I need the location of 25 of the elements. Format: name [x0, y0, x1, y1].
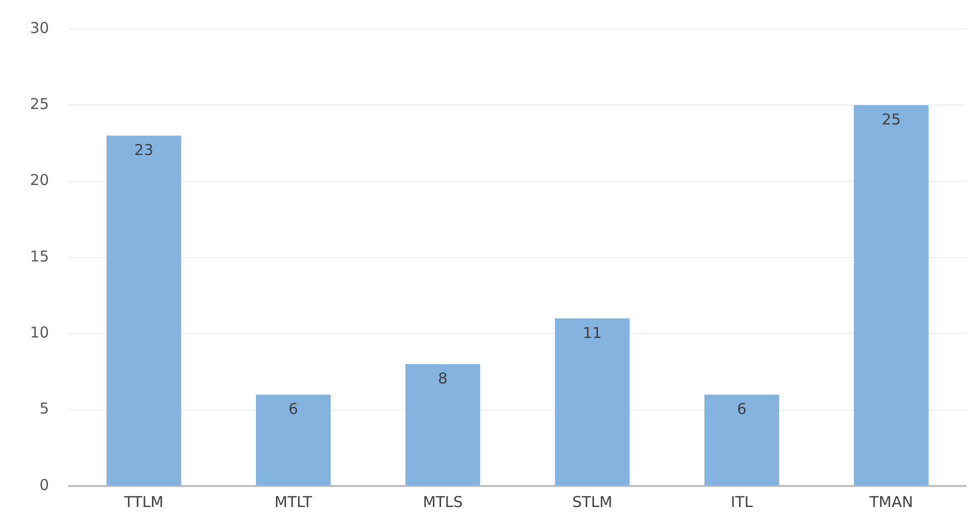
data-label: 6	[737, 400, 747, 418]
x-tick-label: MTLT	[274, 492, 313, 511]
bar	[256, 394, 331, 486]
data-label: 23	[134, 141, 154, 160]
bar	[554, 318, 630, 486]
bar	[405, 364, 480, 486]
y-tick-label: 20	[30, 171, 50, 190]
data-label: 6	[288, 400, 298, 418]
data-label: 11	[582, 324, 602, 342]
y-tick-label: 25	[30, 95, 50, 114]
y-tick-label: 5	[40, 400, 50, 418]
x-tick-label: MTLS	[422, 492, 463, 511]
data-label: 8	[438, 370, 448, 388]
bar	[106, 136, 182, 486]
bar	[854, 105, 929, 486]
x-tick-label: TTLM	[123, 492, 164, 511]
y-tick-label: 10	[30, 324, 50, 342]
bar	[704, 394, 780, 486]
y-tick-label: 30	[30, 18, 50, 37]
y-tick-label: 0	[40, 476, 50, 494]
y-tick-label: 15	[30, 247, 50, 266]
x-tick-label: ITL	[730, 492, 754, 511]
x-tick-label: STLM	[572, 492, 612, 511]
data-label: 25	[882, 110, 901, 129]
x-tick-label: TMAN	[868, 492, 914, 511]
